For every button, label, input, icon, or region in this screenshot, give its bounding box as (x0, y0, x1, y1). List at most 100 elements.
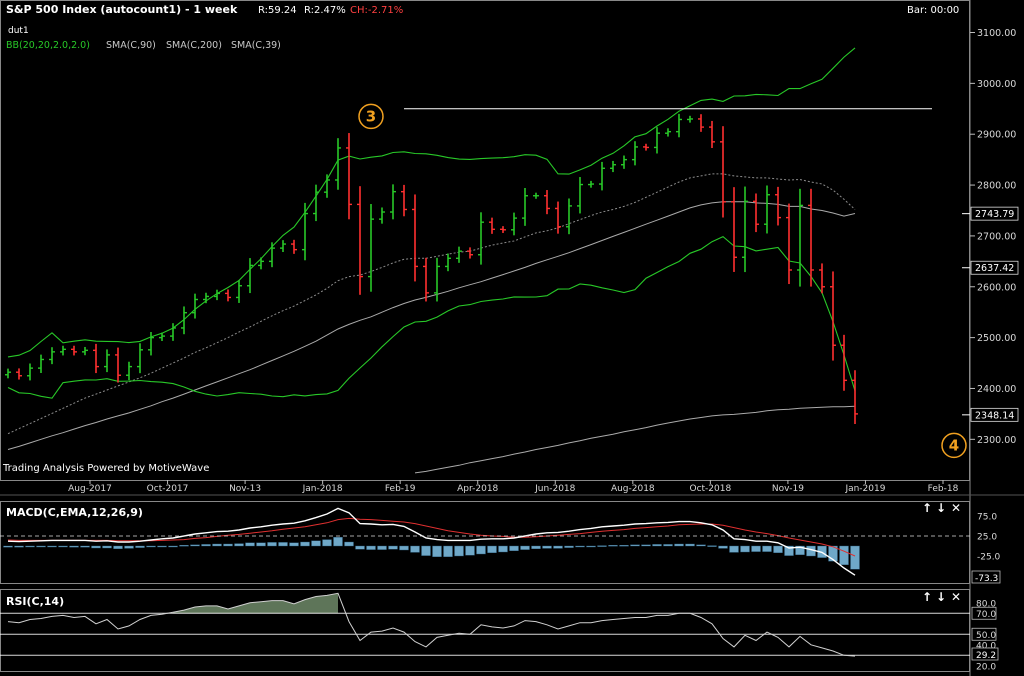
macd-move-up-icon[interactable]: ↑ (922, 501, 932, 515)
ohlc-bar (808, 188, 814, 287)
macd-hist-bar (36, 545, 46, 548)
macd-hist-bar (773, 545, 783, 553)
rsi-move-down-icon[interactable]: ↓ (936, 590, 946, 604)
macd-hist-bar (190, 544, 200, 547)
macd-hist-bar (410, 545, 420, 553)
price-marker-box (970, 206, 1019, 221)
wave-label-4[interactable]: 4 (941, 432, 967, 459)
macd-hist-bar (630, 544, 640, 547)
macd-hist-bar (311, 540, 321, 547)
price-tick-label: 2800.00 (977, 181, 1016, 192)
price-marker-label: 2348.14 (975, 410, 1014, 421)
macd-hist-bar (696, 544, 706, 547)
price-marker-box (970, 407, 1019, 422)
macd-hist-bar (234, 543, 244, 547)
legend-bb[interactable]: BB(20,20,2.0,2.0) (6, 40, 90, 51)
macd-hist-bar (102, 545, 112, 549)
ohlc-bar (478, 212, 484, 265)
time-tick-label: Nov-19 (772, 484, 804, 494)
price-tick-label: 3100.00 (977, 28, 1016, 39)
macd-hist-bar (509, 545, 519, 551)
macd-hist-bar (91, 545, 101, 549)
macd-hist-bar (256, 542, 266, 547)
macd-hist-bar (245, 542, 255, 547)
ohlc-bar (379, 207, 385, 224)
rsi-tick-label: 80.0 (976, 599, 996, 609)
legend-sma90[interactable]: SMA(C,90) (106, 40, 156, 51)
macd-hist-bar (839, 545, 849, 565)
ohlc-bar (764, 185, 770, 234)
wave-label-3[interactable]: 3 (358, 103, 384, 130)
rsi-tick-box (971, 606, 997, 620)
macd-hist-bar (146, 545, 156, 548)
time-axis[interactable]: Aug-2017 Oct-2017 Nov-13 Jan-2018 Feb-19 Apr-… (68, 480, 959, 494)
ohlc-bar (709, 120, 715, 148)
macd-hist-bar (575, 545, 585, 548)
change-readout: CH:-2.71% (350, 5, 403, 16)
ohlc-bar (511, 212, 517, 236)
ohlc-bar (159, 332, 165, 341)
macd-hist-bar (58, 545, 68, 548)
macd-hist-bar (740, 545, 750, 553)
ohlc-bar (654, 127, 660, 154)
ohlc-bar (71, 345, 77, 356)
macd-hist-bar (762, 545, 772, 552)
ohlc-bar (489, 217, 495, 234)
ohlc-bar (126, 361, 132, 381)
legend-sma39[interactable]: SMA(C,39) (231, 40, 281, 51)
macd-hist-bar (597, 545, 607, 547)
macd-label: MACD(C,EMA,12,26,9) (6, 506, 143, 519)
macd-hist-bar (674, 543, 684, 547)
rsi-close-icon[interactable]: ✕ (951, 590, 961, 604)
time-tick-label: Jan-2018 (302, 484, 343, 494)
macd-hist-bar (432, 545, 442, 558)
macd-hist-bar (476, 545, 486, 555)
macd-hist-bar (25, 545, 35, 548)
ohlc-bar (588, 180, 594, 188)
macd-hist-bar (135, 545, 145, 548)
price-axis[interactable]: 3100.00 3000.00 2900.00 2800.00 2700.00 2600.… (970, 28, 1016, 446)
macd-close-icon[interactable]: ✕ (951, 501, 961, 515)
ohlc-bar (500, 226, 506, 233)
macd-line (7, 507, 856, 576)
macd-hist-bar (399, 545, 409, 551)
ohlc-bar (27, 363, 33, 381)
ohlc-bar (225, 289, 231, 302)
macd-panel (3, 507, 860, 576)
ohlc-bar (830, 271, 836, 361)
bollinger-lower (7, 235, 856, 399)
rsi-controls: ↑ ↓ ✕ (922, 590, 961, 604)
price-tick-label: 2900.00 (977, 130, 1016, 141)
macd-hist-bar (465, 545, 475, 556)
macd-hist-bar (641, 544, 651, 547)
ohlc-bar (423, 257, 429, 302)
wave-label-3-text: 3 (366, 107, 376, 125)
price-tick-label: 2300.00 (977, 435, 1016, 446)
ohlc-bar (302, 202, 308, 261)
ohlc-bar (93, 343, 99, 374)
macd-hist-bar (69, 545, 79, 548)
ohlc-bar (49, 347, 55, 365)
rsi-axis: 80.070.0 50.040.0 20.0 (971, 599, 997, 672)
macd-hist-bar (113, 545, 123, 549)
bollinger-bands (7, 47, 856, 399)
ohlc-bar (797, 188, 803, 287)
ohlc-bar (324, 174, 330, 198)
ohlc-bar (82, 346, 88, 356)
macd-hist-bar (531, 545, 541, 549)
rsi-tick-label: 50.0 (976, 631, 996, 641)
legend-sma200[interactable]: SMA(C,200) (166, 40, 222, 51)
macd-move-down-icon[interactable]: ↓ (936, 501, 946, 515)
macd-hist-bar (3, 545, 13, 548)
ohlc-bar (676, 113, 682, 138)
time-tick-label: Jun-2018 (534, 484, 575, 494)
macd-hist-bar (223, 543, 233, 547)
macd-hist-bar (707, 545, 717, 547)
rsi-label: RSI(C,14) (6, 595, 64, 608)
ohlc-bar (753, 193, 759, 233)
ma-line (7, 201, 856, 450)
macd-hist-bar (278, 542, 288, 547)
rsi-move-up-icon[interactable]: ↑ (922, 590, 932, 604)
ohlc-bar (401, 184, 407, 217)
bar-time-readout: Bar: 00:00 (907, 5, 959, 16)
